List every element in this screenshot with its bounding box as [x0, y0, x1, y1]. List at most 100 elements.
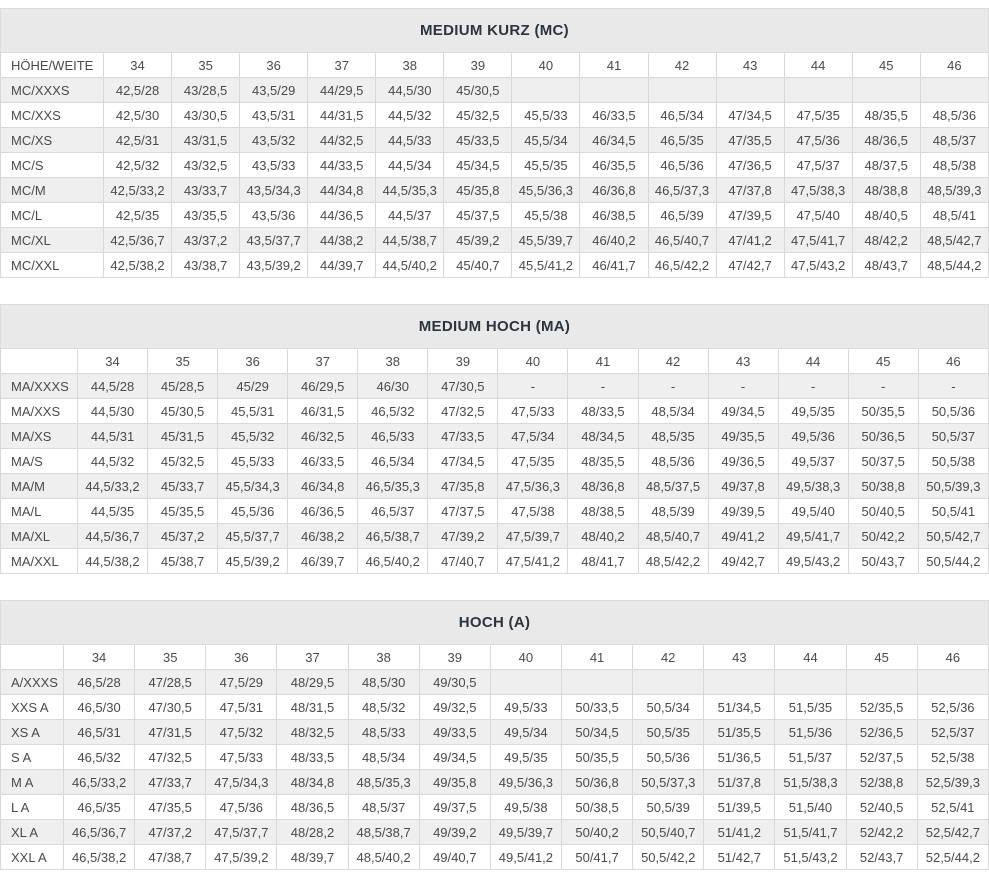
size-cell: 46,5/33: [357, 423, 429, 449]
size-cell: 44,5/37: [375, 202, 445, 228]
size-cell: 47/30,5: [134, 694, 207, 720]
table-row: MA/M 44,5/33,2 45/33,7 45,5/34,3 46/34,8 46,5…: [0, 473, 989, 499]
table-row: MA/XXL 44,5/38,2 45/38,7 45,5/39,2 46/39,7 46…: [0, 548, 989, 574]
size-cell: 45/30,5: [147, 398, 219, 424]
size-cell: 47/39,5: [715, 202, 785, 228]
size-cell: 42,5/36,7: [102, 227, 173, 253]
row-header-corner-label: HÖHE/WEITE: [0, 52, 104, 78]
size-cell: 46,5/34: [357, 448, 429, 474]
row-label: MC/XL: [0, 227, 104, 253]
column-header: 40: [511, 52, 581, 78]
column-header: 39: [443, 52, 513, 78]
size-cell: 46,5/40,7: [647, 227, 717, 253]
size-cell: 48,5/38,7: [347, 819, 420, 845]
size-cell: 48,5/36: [919, 102, 989, 128]
size-cell: 47,5/39,2: [205, 844, 278, 870]
size-cell: 50/36,8: [560, 769, 634, 795]
size-cell: 48/37,5: [851, 152, 921, 178]
size-cell: -: [567, 373, 639, 399]
size-cell: 44/29,5: [307, 77, 377, 103]
table-row: MC/XXS 42,5/30 43/30,5 43,5/31 44/31,5 44,5/3…: [0, 102, 989, 128]
size-cell: 48,5/34: [637, 398, 709, 424]
column-header: 35: [171, 52, 241, 78]
size-cell: 48/35,5: [567, 448, 639, 474]
size-cell: 46/38,2: [287, 523, 359, 549]
size-cell: [647, 77, 717, 103]
row-label: XXL A: [0, 844, 64, 870]
row-header-corner-label: [0, 348, 78, 374]
size-cell: 48,5/33: [347, 719, 420, 745]
size-cell: -: [707, 373, 779, 399]
size-cell: 50/38,8: [847, 473, 919, 499]
size-cell: 50,5/44,2: [917, 548, 989, 574]
size-cell: 44/31,5: [307, 102, 377, 128]
size-cell: [489, 669, 562, 695]
size-cell: 45,5/31: [217, 398, 289, 424]
size-cell: 43,5/31: [239, 102, 309, 128]
size-cell: 48/36,8: [567, 473, 639, 499]
size-cell: 48,5/41: [919, 202, 989, 228]
size-cell: 47,5/38,3: [783, 177, 853, 203]
size-cell: 47,5/37: [783, 152, 853, 178]
size-cell: 50,5/36: [632, 744, 705, 770]
row-label: MA/L: [0, 498, 78, 524]
size-cell: 52,5/44,2: [916, 844, 989, 870]
size-cell: 46/38,5: [579, 202, 649, 228]
size-cell: 43,5/29: [239, 77, 309, 103]
size-cell: 45/28,5: [147, 373, 219, 399]
size-cell: 48,5/40,2: [347, 844, 420, 870]
size-table-section-medium-hoch: MEDIUM HOCH (MA) 34 35 36 37 38 39 40 41 42 43 44 4…: [0, 304, 989, 574]
size-cell: 45/32,5: [147, 448, 219, 474]
size-cell: 43,5/34,3: [239, 177, 309, 203]
size-cell: 45,5/34: [511, 127, 581, 153]
row-label: M A: [0, 769, 64, 795]
size-cell: 51,5/41,7: [774, 819, 847, 845]
row-label: A/XXXS: [0, 669, 64, 695]
size-cell: 47,5/35: [497, 448, 569, 474]
size-cell: 47/33,5: [427, 423, 499, 449]
column-header: 46: [919, 52, 989, 78]
size-cell: 50,5/38: [917, 448, 989, 474]
row-label: MA/S: [0, 448, 78, 474]
size-table-hoch: HOCH (A) 34 35 36 37 38 39 40 41 42 43 44 45 46 A/XX…: [0, 600, 989, 870]
size-cell: [916, 669, 989, 695]
size-cell: 44/33,5: [307, 152, 377, 178]
size-cell: 44,5/38,2: [76, 548, 149, 574]
size-cell: 47/39,2: [427, 523, 499, 549]
size-cell: 48,5/37: [347, 794, 420, 820]
size-cell: 42,5/31: [102, 127, 173, 153]
size-cell: 52/42,2: [845, 819, 918, 845]
size-cell: 44,5/28: [76, 373, 149, 399]
size-cell: 45/35,5: [147, 498, 219, 524]
column-header: 45: [851, 52, 921, 78]
size-cell: 47/41,2: [715, 227, 785, 253]
size-cell: 48/28,2: [276, 819, 349, 845]
size-cell: 45,5/37,7: [217, 523, 289, 549]
size-cell: -: [497, 373, 569, 399]
size-cell: 43/31,5: [171, 127, 241, 153]
table-title: HOCH (A): [0, 600, 989, 645]
size-cell: 46/34,8: [287, 473, 359, 499]
row-label: MC/XS: [0, 127, 104, 153]
size-cell: 44,5/38,7: [375, 227, 445, 253]
size-cell: 48/29,5: [276, 669, 349, 695]
size-cell: 52,5/36: [916, 694, 989, 720]
table-row: L A 46,5/35 47/35,5 47,5/36 48/36,5 48,5/37 49…: [0, 794, 989, 820]
size-cell: 49,5/35: [489, 744, 562, 770]
size-cell: 48/35,5: [851, 102, 921, 128]
size-cell: 46/32,5: [287, 423, 359, 449]
size-cell: 46/39,7: [287, 548, 359, 574]
size-cell: [845, 669, 918, 695]
size-cell: 50,5/40,7: [632, 819, 705, 845]
size-cell: 46,5/36,7: [62, 819, 136, 845]
row-label: MA/XL: [0, 523, 78, 549]
size-cell: 47,5/43,2: [783, 252, 853, 278]
table-title: MEDIUM KURZ (MC): [0, 8, 989, 53]
size-cell: 47,5/36: [205, 794, 278, 820]
size-cell: 44,5/35,3: [375, 177, 445, 203]
size-cell: 48,5/34: [347, 744, 420, 770]
column-header: 41: [567, 348, 639, 374]
size-cell: 48,5/42,2: [637, 548, 709, 574]
column-header: 37: [307, 52, 377, 78]
size-cell: 52/40,5: [845, 794, 918, 820]
